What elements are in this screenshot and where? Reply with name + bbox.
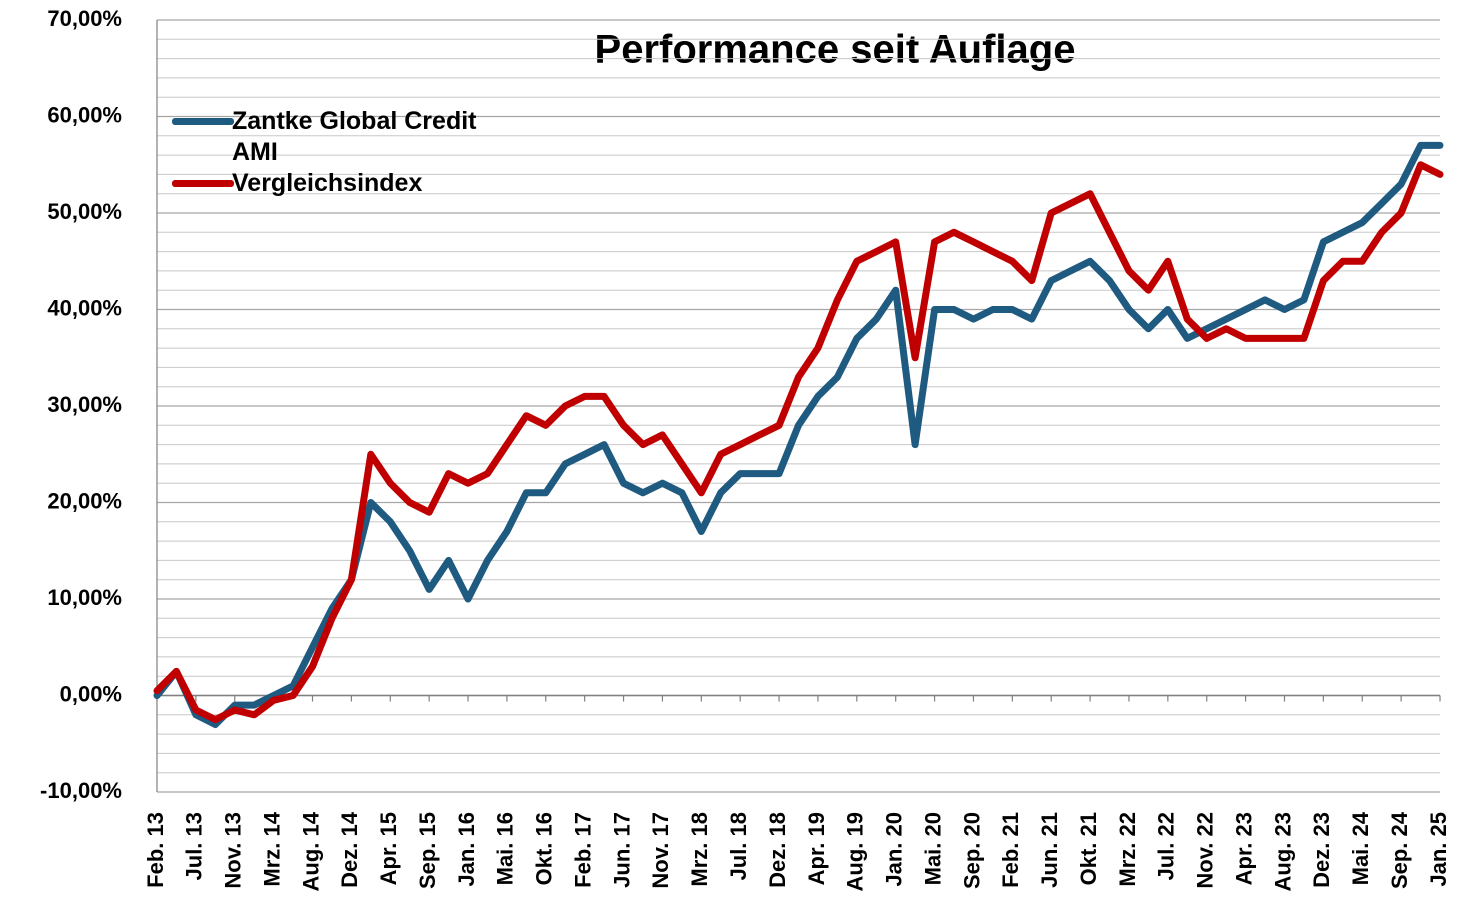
y-tick-label: 60,00% — [47, 102, 122, 127]
y-tick-label: 30,00% — [47, 392, 122, 417]
x-tick-label: Jun. 17 — [609, 812, 634, 888]
x-tick-label: Jun. 21 — [1037, 812, 1062, 888]
x-tick-label: Okt. 21 — [1076, 812, 1101, 885]
lines — [153, 141, 1444, 728]
x-tick-label: Jul. 13 — [182, 812, 207, 880]
x-tick-label: Apr. 19 — [804, 812, 829, 885]
x-tick-label: Mai. 16 — [493, 812, 518, 885]
x-tick-label: Feb. 17 — [570, 812, 595, 888]
x-tick-label: Aug. 14 — [298, 811, 323, 891]
x-tick-label: Mrz. 18 — [687, 812, 712, 887]
legend-item: Vergleichsindex — [172, 168, 512, 199]
x-tick-label: Apr. 23 — [1231, 812, 1256, 885]
x-tick-label: Jul. 22 — [1154, 812, 1179, 880]
x-tick-label: Dez. 18 — [765, 812, 790, 888]
legend-swatch — [172, 118, 234, 125]
axes: -10,00% 0,00% 10,00% 20,00% 30,00% 40,00% 50,0… — [40, 6, 1451, 892]
y-tick-label: 0,00% — [60, 681, 122, 706]
x-tick-label: Aug. 19 — [843, 812, 868, 891]
y-tick-label: 70,00% — [47, 6, 122, 31]
x-tick-label: Nov. 22 — [1193, 812, 1218, 889]
x-tick-label: Jan. 16 — [454, 812, 479, 887]
x-tick-label: Jan. 20 — [882, 812, 907, 887]
x-tick-label: Aug. 23 — [1270, 812, 1295, 891]
x-tick-label: Sep. 15 — [415, 812, 440, 889]
y-tick-label: 10,00% — [47, 585, 122, 610]
x-tick-label: Mrz. 14 — [259, 811, 284, 886]
x-tick-label: Okt. 16 — [532, 812, 557, 885]
legend-label: Zantke Global Credit AMI — [232, 107, 477, 166]
x-tick-label: Sep. 24 — [1387, 811, 1412, 889]
x-tick-label: Nov. 17 — [648, 812, 673, 889]
legend: Zantke Global Credit AMI Vergleichsindex — [172, 106, 512, 199]
x-tick-label: Feb. 13 — [143, 812, 168, 888]
x-tick-label: Apr. 15 — [376, 812, 401, 885]
y-tick-label: 40,00% — [47, 295, 122, 320]
x-tick-label: Dez. 23 — [1309, 812, 1334, 888]
y-tick-label: -10,00% — [40, 778, 122, 803]
legend-swatch — [172, 180, 234, 187]
y-tick-label: 50,00% — [47, 199, 122, 224]
chart-title: Performance seit Auflage — [595, 28, 1076, 72]
x-tick-label: Feb. 21 — [998, 812, 1023, 888]
legend-item: Zantke Global Credit AMI — [172, 106, 512, 168]
x-tick-label: Sep. 20 — [959, 812, 984, 889]
x-tick-label: Dez. 14 — [337, 811, 362, 888]
legend-label: Vergleichsindex — [232, 169, 423, 197]
y-tick-label: 20,00% — [47, 488, 122, 513]
x-tick-label: Jul. 18 — [726, 812, 751, 880]
series-line — [153, 141, 1444, 728]
series-line — [153, 161, 1444, 724]
x-tick-label: Nov. 13 — [221, 812, 246, 889]
x-tick-label: Mai. 20 — [920, 812, 945, 885]
x-tick-label: Mai. 24 — [1348, 811, 1373, 885]
x-tick-label: Mrz. 22 — [1115, 812, 1140, 887]
x-tick-label: Jan. 25 — [1426, 812, 1451, 887]
